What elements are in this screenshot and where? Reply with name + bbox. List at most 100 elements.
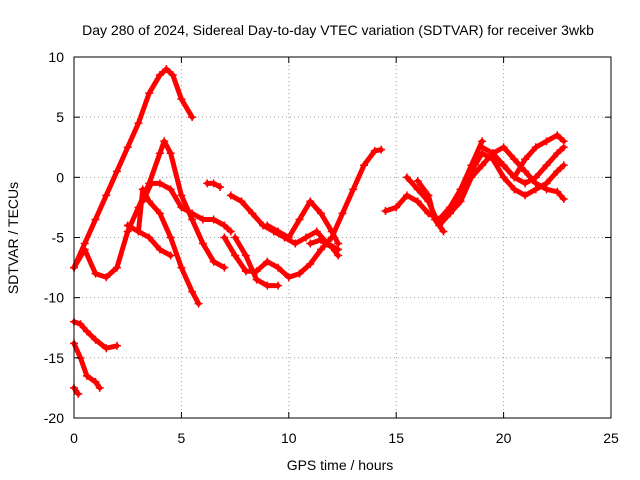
data-point	[402, 173, 411, 182]
data-point	[166, 251, 175, 260]
data-point	[209, 179, 218, 188]
x-tick-label: 25	[603, 430, 619, 446]
data-point	[327, 243, 336, 252]
data-point	[168, 71, 177, 80]
data-point	[510, 173, 519, 182]
data-point	[510, 155, 519, 164]
data-point	[241, 267, 250, 276]
data-point	[413, 176, 422, 185]
data-point	[166, 185, 175, 194]
data-point	[102, 191, 111, 200]
data-point	[91, 269, 100, 278]
y-tick-label: 0	[56, 169, 64, 185]
data-point	[188, 113, 197, 122]
data-point	[138, 185, 147, 194]
data-point	[82, 327, 91, 336]
data-point	[413, 185, 422, 194]
data-point	[231, 251, 240, 260]
data-point	[295, 215, 304, 224]
data-point	[166, 233, 175, 242]
data-point	[263, 257, 272, 266]
data-point	[112, 263, 121, 272]
data-point	[274, 263, 283, 272]
data-point	[155, 245, 164, 254]
data-point	[467, 161, 476, 170]
series-13	[413, 176, 448, 236]
series-10	[306, 235, 343, 260]
data-point	[377, 145, 386, 154]
series-line	[264, 198, 341, 247]
data-point	[123, 221, 132, 230]
data-point	[226, 227, 235, 236]
data-point	[177, 203, 186, 212]
data-point	[559, 161, 568, 170]
y-tick-label: 5	[56, 109, 64, 125]
data-point	[177, 191, 186, 200]
y-tick-label: -20	[44, 410, 64, 426]
data-point	[188, 209, 197, 218]
series-line	[490, 156, 567, 198]
data-point	[334, 239, 343, 248]
data-point	[76, 320, 85, 329]
series-line	[382, 144, 567, 222]
data-point	[381, 207, 390, 216]
data-point	[559, 194, 568, 203]
data-point	[91, 377, 100, 386]
data-point	[317, 209, 326, 218]
data-point	[162, 65, 171, 74]
series-line	[140, 180, 234, 234]
data-point	[317, 235, 326, 244]
data-point	[188, 287, 197, 296]
axis-ticks	[73, 56, 612, 419]
data-point	[531, 143, 540, 152]
data-point	[510, 185, 519, 194]
data-point	[220, 233, 229, 242]
data-point	[82, 371, 91, 380]
data-point	[155, 209, 164, 218]
data-point	[274, 281, 283, 290]
series-5	[203, 179, 225, 191]
data-point	[317, 245, 326, 254]
series-2	[138, 179, 235, 236]
data-point	[123, 143, 132, 152]
data-point	[263, 221, 272, 230]
grid-lines	[74, 57, 611, 418]
data-point	[231, 233, 240, 242]
y-tick-labels: -20 -15 -10 -5 0 5 10	[44, 49, 64, 426]
data-point	[553, 131, 562, 140]
series-line	[307, 237, 341, 259]
data-point	[274, 227, 283, 236]
data-point	[166, 149, 175, 158]
data-point	[102, 273, 111, 282]
y-axis-title: SDTVAR / TECUs	[5, 182, 21, 294]
data-point	[160, 137, 169, 146]
data-point	[521, 191, 530, 200]
data-point	[102, 344, 111, 353]
data-point	[220, 263, 229, 272]
data-point	[177, 263, 186, 272]
data-point	[306, 259, 315, 268]
data-point	[306, 197, 315, 206]
data-point	[553, 149, 562, 158]
series-19	[70, 383, 83, 398]
data-point	[478, 161, 487, 170]
chart-title: Day 280 of 2024, Sidereal Day-to-day VTE…	[82, 22, 594, 38]
data-point	[241, 251, 250, 260]
data-point	[295, 269, 304, 278]
series-line	[415, 178, 446, 234]
x-tick-label: 5	[178, 430, 186, 446]
data-point	[467, 173, 476, 182]
data-point	[553, 167, 562, 176]
data-point	[542, 161, 551, 170]
data-point	[145, 233, 154, 242]
data-point	[284, 273, 293, 282]
data-point	[542, 137, 551, 146]
series-9	[263, 197, 343, 248]
data-point	[134, 119, 143, 128]
series-16	[478, 131, 568, 182]
data-point	[499, 161, 508, 170]
data-point	[145, 89, 154, 98]
series-18	[70, 339, 104, 392]
data-point	[177, 95, 186, 104]
